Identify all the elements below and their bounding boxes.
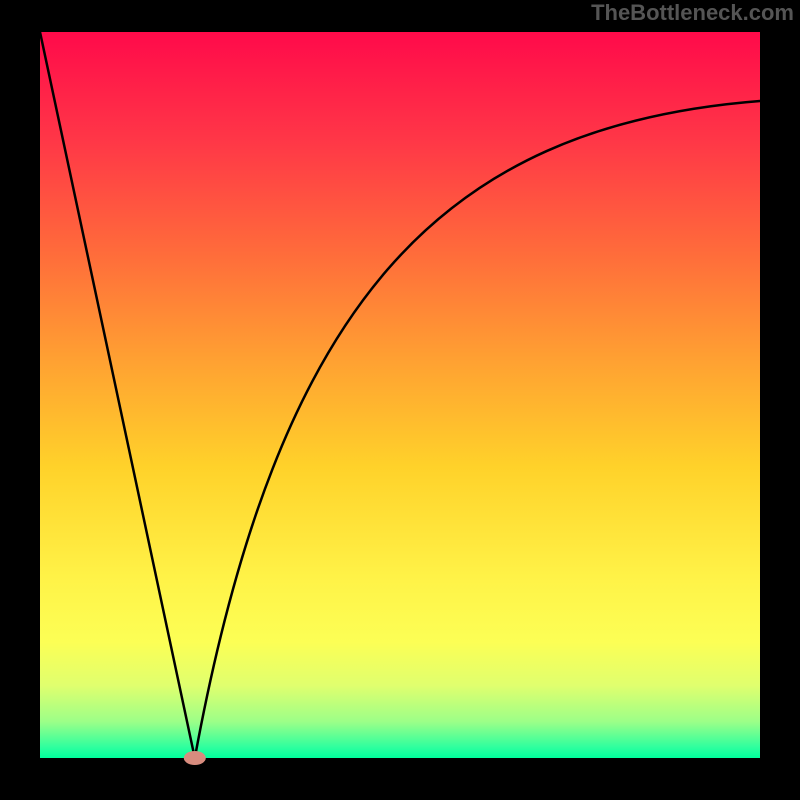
- watermark-text: TheBottleneck.com: [591, 0, 794, 26]
- bottleneck-chart-svg: [0, 0, 800, 800]
- minimum-marker: [184, 751, 206, 765]
- bottleneck-chart-container: TheBottleneck.com: [0, 0, 800, 800]
- chart-gradient-background: [40, 32, 760, 758]
